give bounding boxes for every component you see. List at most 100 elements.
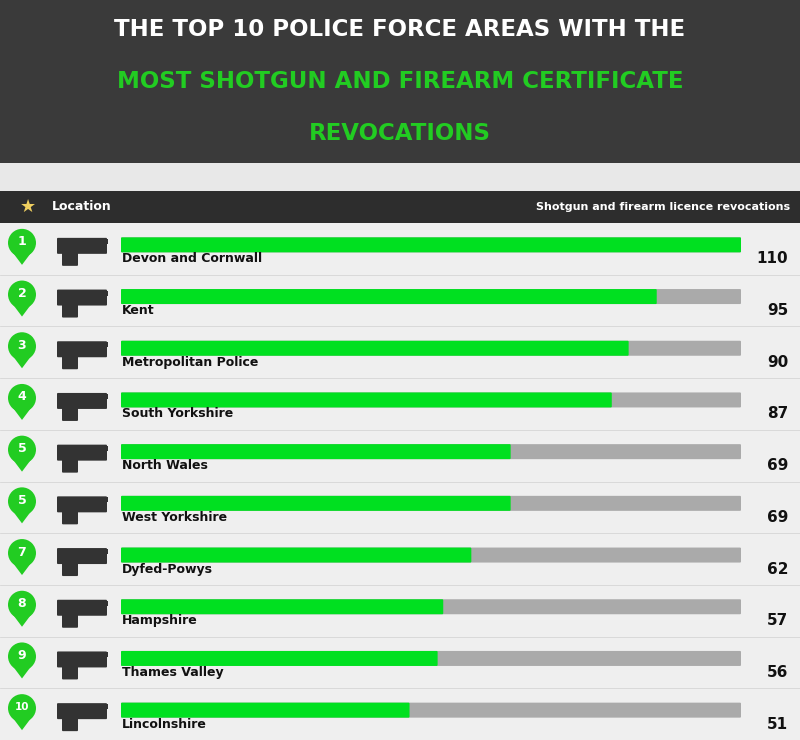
FancyBboxPatch shape	[121, 651, 741, 666]
Text: West Yorkshire: West Yorkshire	[122, 511, 227, 524]
Text: Shotgun and firearm licence revocations: Shotgun and firearm licence revocations	[536, 202, 790, 212]
FancyBboxPatch shape	[121, 599, 443, 614]
FancyBboxPatch shape	[62, 508, 78, 525]
Bar	[88, 291, 108, 295]
Text: 10: 10	[14, 702, 30, 712]
FancyBboxPatch shape	[57, 497, 107, 512]
Polygon shape	[13, 356, 31, 369]
Circle shape	[8, 488, 36, 515]
FancyBboxPatch shape	[57, 703, 107, 719]
Text: Kent: Kent	[122, 304, 154, 317]
Bar	[0, 378, 800, 430]
Text: 5: 5	[18, 442, 26, 455]
Bar	[0, 688, 800, 740]
Circle shape	[8, 436, 36, 464]
Text: ★: ★	[20, 198, 36, 216]
Text: MOST SHOTGUN AND FIREARM CERTIFICATE: MOST SHOTGUN AND FIREARM CERTIFICATE	[117, 70, 683, 93]
FancyBboxPatch shape	[121, 496, 510, 511]
Text: Lincolnshire: Lincolnshire	[122, 718, 207, 730]
Bar	[88, 445, 108, 451]
FancyBboxPatch shape	[62, 353, 78, 369]
FancyBboxPatch shape	[62, 405, 78, 421]
Text: 69: 69	[766, 458, 788, 473]
FancyBboxPatch shape	[57, 341, 107, 357]
Polygon shape	[13, 563, 31, 575]
FancyBboxPatch shape	[121, 496, 741, 511]
Bar	[0, 0, 800, 163]
FancyBboxPatch shape	[121, 289, 657, 304]
FancyBboxPatch shape	[121, 703, 741, 718]
Text: 2: 2	[18, 287, 26, 300]
FancyBboxPatch shape	[57, 599, 107, 616]
FancyBboxPatch shape	[57, 445, 107, 460]
Circle shape	[8, 332, 36, 360]
Polygon shape	[13, 460, 31, 471]
Text: Metropolitan Police: Metropolitan Police	[122, 356, 258, 369]
Circle shape	[8, 591, 36, 619]
Bar	[88, 549, 108, 554]
Text: 62: 62	[766, 562, 788, 576]
Bar	[0, 326, 800, 378]
Bar	[88, 653, 108, 657]
Bar	[0, 534, 800, 585]
Text: 90: 90	[766, 354, 788, 370]
Text: 51: 51	[767, 716, 788, 732]
Bar	[0, 482, 800, 534]
Bar	[0, 191, 800, 223]
Polygon shape	[13, 511, 31, 523]
Text: Thames Valley: Thames Valley	[122, 666, 224, 679]
Text: North Wales: North Wales	[122, 459, 208, 472]
FancyBboxPatch shape	[62, 301, 78, 317]
FancyBboxPatch shape	[62, 250, 78, 266]
Circle shape	[8, 280, 36, 309]
Text: 4: 4	[18, 391, 26, 403]
Bar	[88, 239, 108, 244]
Text: Dyfed-Powys: Dyfed-Powys	[122, 562, 213, 576]
FancyBboxPatch shape	[121, 599, 741, 614]
FancyBboxPatch shape	[62, 457, 78, 473]
Circle shape	[8, 642, 36, 670]
Text: 3: 3	[18, 339, 26, 352]
Bar	[88, 394, 108, 399]
Bar	[88, 601, 108, 606]
FancyBboxPatch shape	[121, 392, 741, 408]
Bar	[0, 163, 800, 191]
FancyBboxPatch shape	[121, 392, 612, 408]
Bar	[88, 497, 108, 502]
Bar	[88, 342, 108, 347]
FancyBboxPatch shape	[57, 289, 107, 306]
FancyBboxPatch shape	[57, 548, 107, 564]
Text: 7: 7	[18, 545, 26, 559]
Text: 8: 8	[18, 597, 26, 610]
Polygon shape	[13, 667, 31, 679]
Text: 1: 1	[18, 235, 26, 249]
FancyBboxPatch shape	[62, 715, 78, 731]
FancyBboxPatch shape	[121, 703, 410, 718]
FancyBboxPatch shape	[62, 664, 78, 679]
Circle shape	[8, 694, 36, 722]
Text: 69: 69	[766, 510, 788, 525]
Text: THE TOP 10 POLICE FORCE AREAS WITH THE: THE TOP 10 POLICE FORCE AREAS WITH THE	[114, 18, 686, 41]
Text: Devon and Cornwall: Devon and Cornwall	[122, 252, 262, 266]
Text: Location: Location	[52, 201, 112, 214]
Text: Hampshire: Hampshire	[122, 614, 198, 628]
FancyBboxPatch shape	[62, 560, 78, 576]
Text: REVOCATIONS: REVOCATIONS	[309, 122, 491, 145]
Bar	[0, 430, 800, 482]
Text: 5: 5	[18, 494, 26, 507]
FancyBboxPatch shape	[57, 393, 107, 409]
FancyBboxPatch shape	[121, 340, 629, 356]
FancyBboxPatch shape	[62, 612, 78, 628]
Circle shape	[8, 539, 36, 567]
FancyBboxPatch shape	[121, 444, 741, 459]
Bar	[88, 704, 108, 709]
FancyBboxPatch shape	[121, 444, 510, 459]
FancyBboxPatch shape	[57, 651, 107, 667]
FancyBboxPatch shape	[57, 238, 107, 254]
FancyBboxPatch shape	[121, 289, 741, 304]
Polygon shape	[13, 408, 31, 420]
Text: 57: 57	[766, 613, 788, 628]
Text: 110: 110	[756, 252, 788, 266]
FancyBboxPatch shape	[121, 340, 741, 356]
FancyBboxPatch shape	[121, 548, 471, 562]
